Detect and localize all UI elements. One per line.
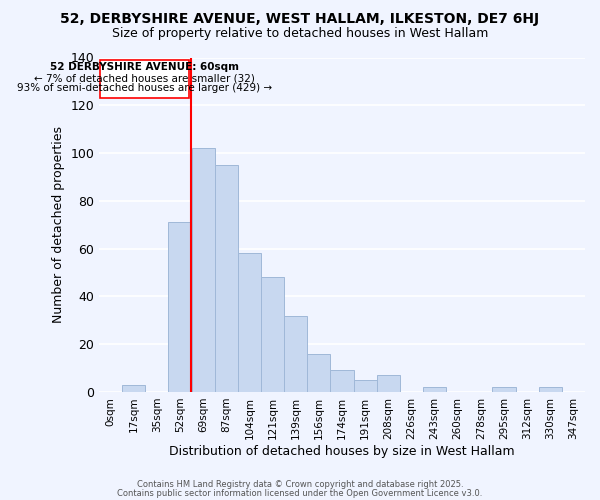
Bar <box>539 387 562 392</box>
Text: Contains public sector information licensed under the Open Government Licence v3: Contains public sector information licen… <box>118 488 482 498</box>
Bar <box>169 222 191 392</box>
Bar <box>353 380 377 392</box>
Bar <box>122 385 145 392</box>
Y-axis label: Number of detached properties: Number of detached properties <box>52 126 65 323</box>
Text: 52, DERBYSHIRE AVENUE, WEST HALLAM, ILKESTON, DE7 6HJ: 52, DERBYSHIRE AVENUE, WEST HALLAM, ILKE… <box>61 12 539 26</box>
X-axis label: Distribution of detached houses by size in West Hallam: Distribution of detached houses by size … <box>169 444 515 458</box>
Text: 52 DERBYSHIRE AVENUE: 60sqm: 52 DERBYSHIRE AVENUE: 60sqm <box>50 62 239 72</box>
Text: ← 7% of detached houses are smaller (32): ← 7% of detached houses are smaller (32) <box>34 73 255 83</box>
Bar <box>261 278 284 392</box>
Text: 93% of semi-detached houses are larger (429) →: 93% of semi-detached houses are larger (… <box>17 82 272 92</box>
Text: Contains HM Land Registry data © Crown copyright and database right 2025.: Contains HM Land Registry data © Crown c… <box>137 480 463 489</box>
Bar <box>284 316 307 392</box>
FancyBboxPatch shape <box>100 60 189 98</box>
Bar <box>377 375 400 392</box>
Bar <box>331 370 353 392</box>
Bar <box>493 387 515 392</box>
Bar <box>307 354 331 392</box>
Bar <box>238 254 261 392</box>
Bar <box>423 387 446 392</box>
Bar <box>191 148 215 392</box>
Text: Size of property relative to detached houses in West Hallam: Size of property relative to detached ho… <box>112 28 488 40</box>
Bar <box>215 165 238 392</box>
